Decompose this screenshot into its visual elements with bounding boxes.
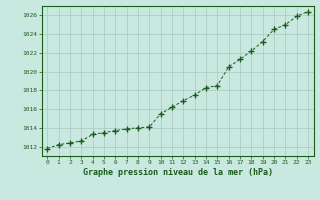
X-axis label: Graphe pression niveau de la mer (hPa): Graphe pression niveau de la mer (hPa)	[83, 168, 273, 177]
